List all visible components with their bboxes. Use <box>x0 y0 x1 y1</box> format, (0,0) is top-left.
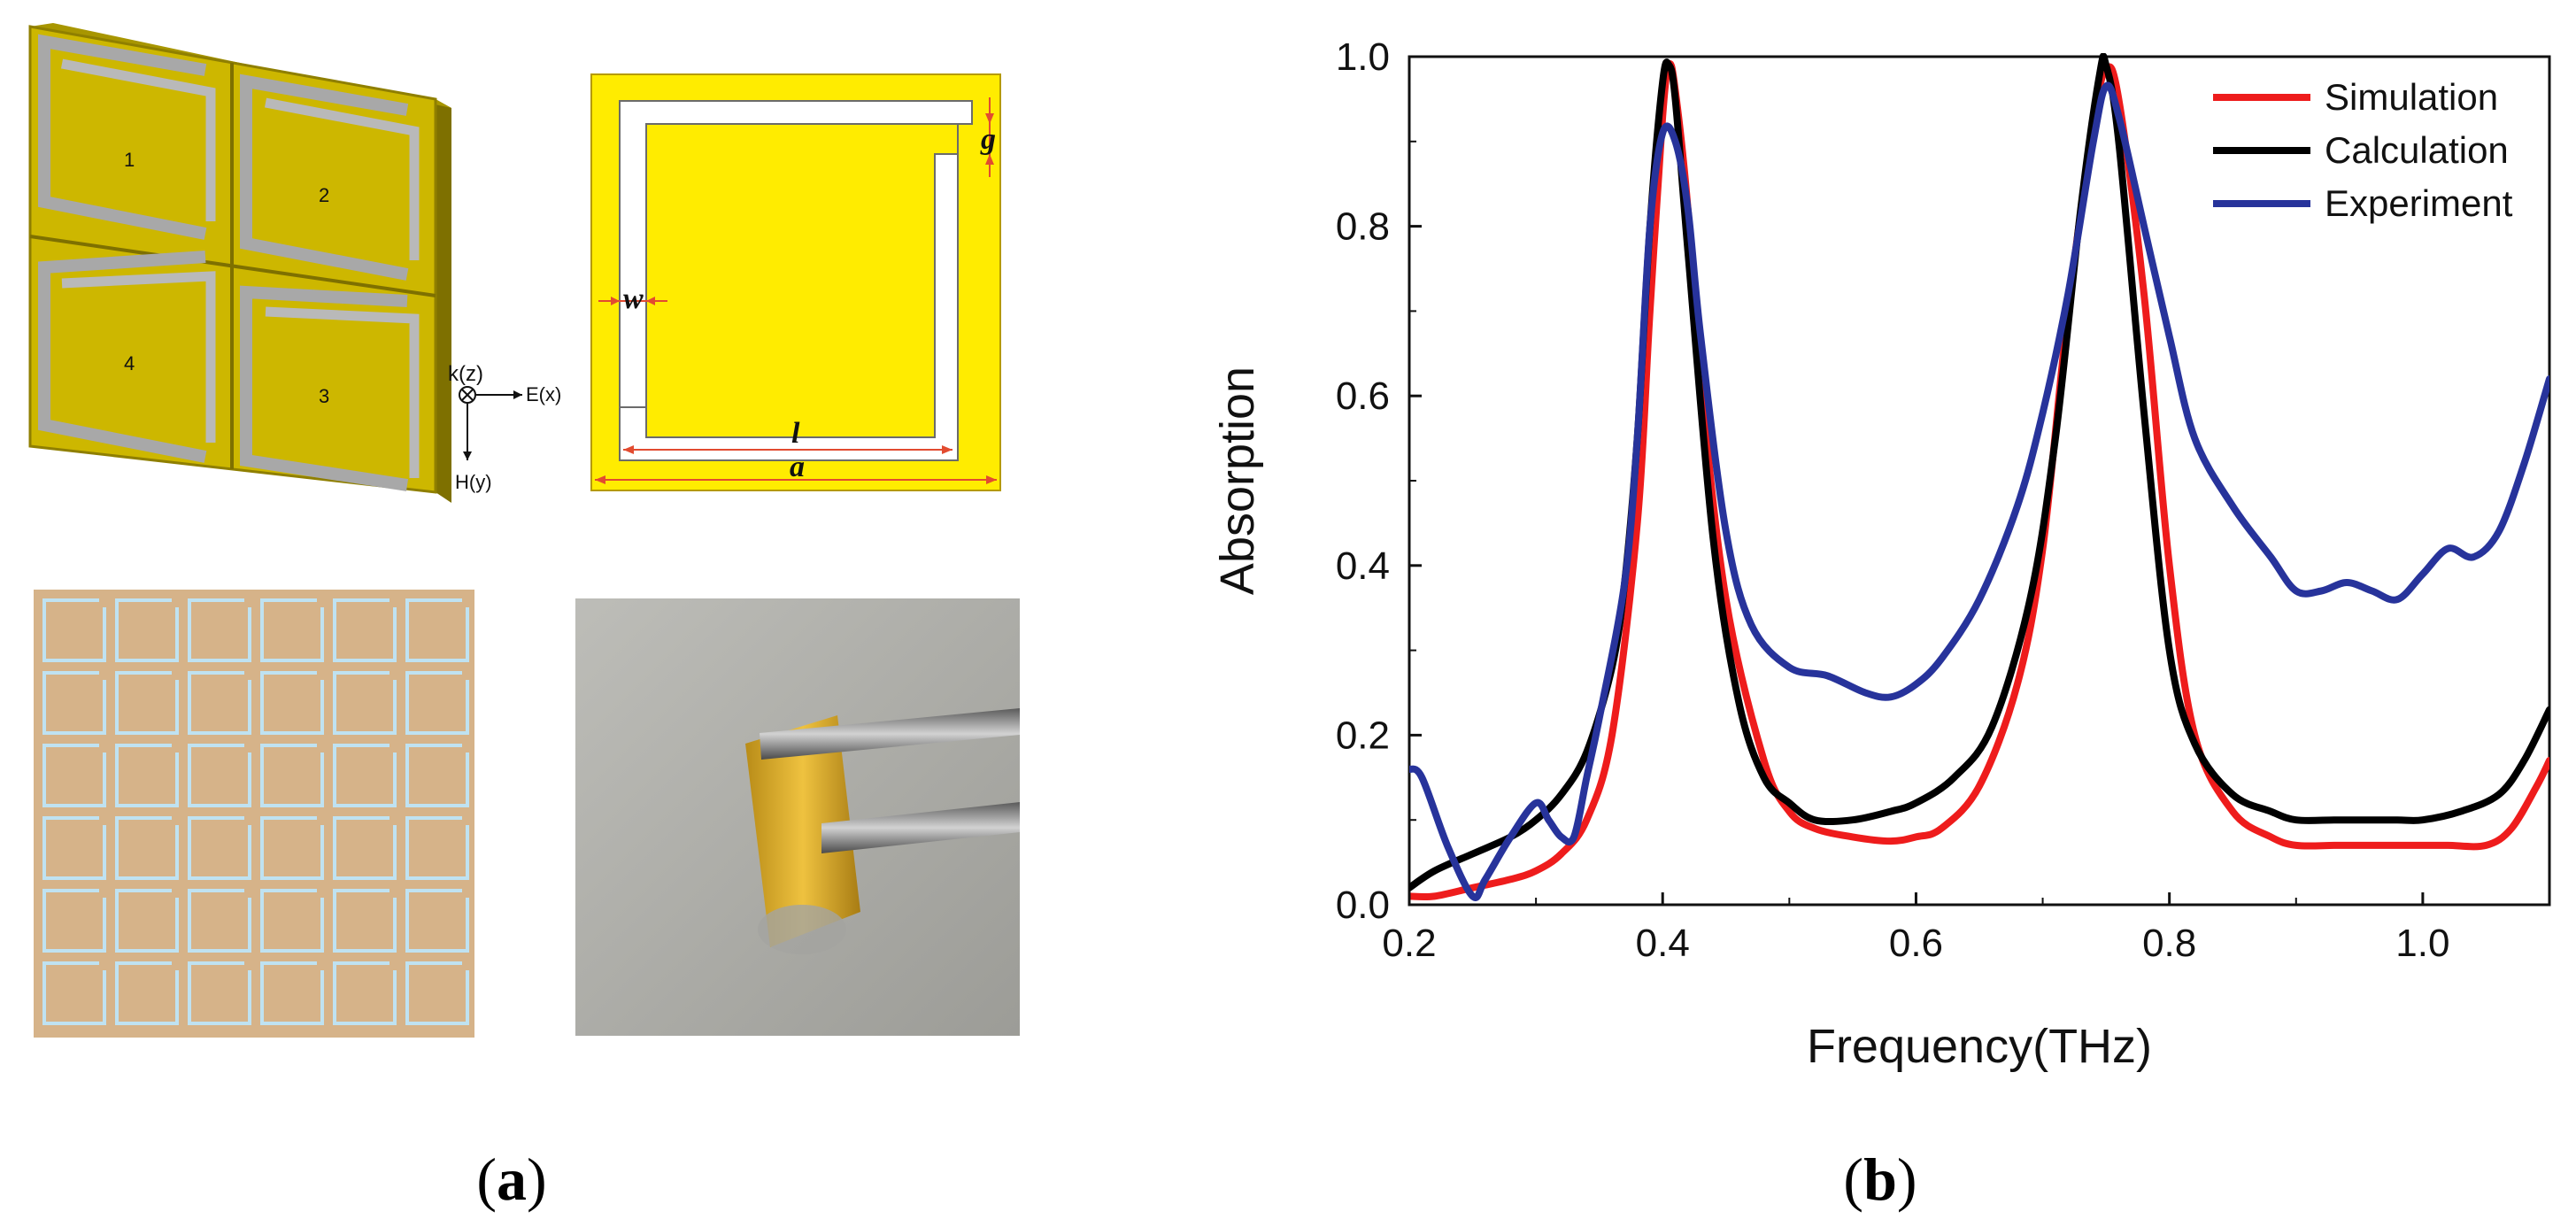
resonator-3: 3 <box>240 285 420 491</box>
array-resonator <box>260 889 324 953</box>
array-resonator <box>188 961 251 1025</box>
array-resonator <box>188 744 251 807</box>
array-resonator <box>333 744 397 807</box>
x-tick-label: 0.2 <box>1382 922 1436 965</box>
panel-a-letter: a <box>497 1146 527 1213</box>
field-axes: k(z) E(x) H(y) <box>448 362 561 493</box>
array-resonator <box>188 671 251 735</box>
legend-label-experiment: Experiment <box>2325 182 2513 224</box>
cell-number-2: 2 <box>319 184 329 206</box>
k-axis-label: k(z) <box>448 362 483 386</box>
panel-a: 1 2 4 3 <box>28 23 1020 1213</box>
y-tick-label: 0.6 <box>1336 374 1390 418</box>
tweezer-upper <box>760 708 1020 760</box>
k-direction-icon <box>459 386 476 404</box>
array-resonator <box>115 671 179 735</box>
panel-a-label: (a) <box>476 1146 546 1213</box>
cell-divider-horizontal <box>29 235 436 297</box>
array-resonator <box>188 816 251 880</box>
y-tick-label: 1.0 <box>1336 35 1390 79</box>
sample-photo <box>575 598 1020 1036</box>
absorption-chart: 0.2 0.4 0.6 0.8 1.00.00.20.40.60.81.0 Freque… <box>1211 35 2551 1073</box>
array-resonator <box>115 889 179 953</box>
param-l-label: l <box>791 417 800 450</box>
cell-number-3: 3 <box>319 385 329 407</box>
x-axis-title: Frequency(THz) <box>1807 1020 2152 1073</box>
array-background <box>34 590 474 1038</box>
resonator-2: 2 <box>240 73 420 281</box>
cell-side-face <box>436 99 451 503</box>
chart-ticks: 0.2 0.4 0.6 0.8 1.00.00.20.40.60.81.0 <box>1336 35 2550 965</box>
array-resonator <box>333 889 397 953</box>
array-resonator <box>260 961 324 1025</box>
array-resonator <box>115 816 179 880</box>
series-line-simulation <box>1409 60 2549 901</box>
srr-slot <box>619 100 973 461</box>
array-resonator <box>405 671 469 735</box>
array-resonator <box>405 889 469 953</box>
array-resonator <box>405 816 469 880</box>
x-tick-label: 0.4 <box>1636 922 1690 965</box>
array-resonator <box>333 671 397 735</box>
series-line-calculation <box>1409 53 2549 891</box>
e-axis-label: E(x) <box>526 383 561 405</box>
legend-label-calculation: Calculation <box>2325 129 2509 171</box>
array-resonator <box>188 598 251 662</box>
cell-number-4: 4 <box>124 352 135 374</box>
param-g-label: g <box>980 123 996 156</box>
sample-film <box>745 715 860 947</box>
h-axis-label: H(y) <box>455 471 492 493</box>
srr-background <box>590 73 1001 491</box>
unit-cell-3d: 1 2 4 3 <box>28 23 561 503</box>
array-resonator <box>42 961 106 1025</box>
series-line-experiment <box>1409 81 2549 901</box>
param-a-label: a <box>790 451 805 483</box>
array-resonator <box>42 889 106 953</box>
y-axis-title: Absorption <box>1211 367 1264 595</box>
array-resonator <box>42 598 106 662</box>
array-resonator <box>260 816 324 880</box>
cell-number-1: 1 <box>124 149 135 171</box>
array-resonator <box>115 961 179 1025</box>
resonator-4: 4 <box>38 251 216 463</box>
y-tick-label: 0.4 <box>1336 544 1390 588</box>
array-resonator <box>42 671 106 735</box>
panel-b-label: (b) <box>1843 1146 1917 1213</box>
legend-label-simulation: Simulation <box>2325 76 2498 118</box>
chart-series <box>1409 53 2549 901</box>
x-tick-label: 0.8 <box>2142 922 2196 965</box>
array-resonator <box>260 598 324 662</box>
param-w-label: w <box>623 282 644 315</box>
resonator-1: 1 <box>38 34 216 240</box>
chart-legend: Simulation Calculation Experiment <box>2213 76 2513 224</box>
array-resonator <box>42 816 106 880</box>
array-resonator <box>333 961 397 1025</box>
array-resonator <box>333 598 397 662</box>
array-resonator <box>405 961 469 1025</box>
array-resonator <box>42 744 106 807</box>
array-resonator <box>405 744 469 807</box>
array-resonator <box>260 671 324 735</box>
y-tick-label: 0.8 <box>1336 205 1390 249</box>
array-resonator <box>260 744 324 807</box>
array-resonator <box>333 816 397 880</box>
fabricated-array <box>34 590 474 1038</box>
array-resonator <box>188 889 251 953</box>
y-tick-label: 0.0 <box>1336 884 1390 927</box>
x-tick-label: 1.0 <box>2395 922 2449 965</box>
array-resonator <box>405 598 469 662</box>
x-tick-label: 0.6 <box>1889 922 1943 965</box>
array-resonator <box>115 744 179 807</box>
srr-parameter-diagram: g w l a <box>590 73 1001 491</box>
panel-b-letter: b <box>1863 1146 1897 1213</box>
tweezer-lower <box>821 802 1020 853</box>
array-resonator <box>115 598 179 662</box>
y-tick-label: 0.2 <box>1336 714 1390 757</box>
panel-b: 0.2 0.4 0.6 0.8 1.00.00.20.40.60.81.0 Freque… <box>1211 35 2551 1213</box>
